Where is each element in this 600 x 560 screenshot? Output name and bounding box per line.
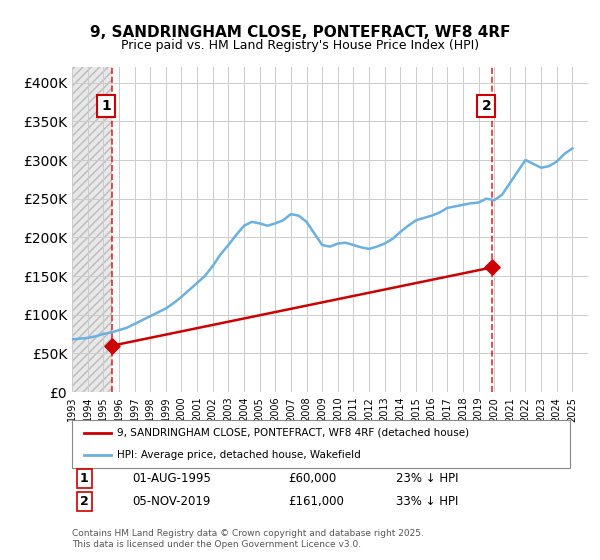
Text: 2: 2 [80, 494, 88, 508]
Text: 23% ↓ HPI: 23% ↓ HPI [396, 472, 458, 486]
Text: 01-AUG-1995: 01-AUG-1995 [132, 472, 211, 486]
Text: 2: 2 [481, 99, 491, 113]
Text: Contains HM Land Registry data © Crown copyright and database right 2025.
This d: Contains HM Land Registry data © Crown c… [72, 529, 424, 549]
Text: £60,000: £60,000 [288, 472, 336, 486]
Text: 9, SANDRINGHAM CLOSE, PONTEFRACT, WF8 4RF: 9, SANDRINGHAM CLOSE, PONTEFRACT, WF8 4R… [90, 25, 510, 40]
Point [107, 341, 117, 350]
Text: Price paid vs. HM Land Registry's House Price Index (HPI): Price paid vs. HM Land Registry's House … [121, 39, 479, 52]
Text: HPI: Average price, detached house, Wakefield: HPI: Average price, detached house, Wake… [117, 450, 361, 460]
Text: 1: 1 [80, 472, 88, 486]
Text: 9, SANDRINGHAM CLOSE, PONTEFRACT, WF8 4RF (detached house): 9, SANDRINGHAM CLOSE, PONTEFRACT, WF8 4R… [117, 428, 469, 438]
Bar [72, 67, 112, 392]
Text: 1: 1 [101, 99, 111, 113]
Point [487, 263, 496, 272]
Text: 05-NOV-2019: 05-NOV-2019 [132, 494, 211, 508]
Text: 33% ↓ HPI: 33% ↓ HPI [396, 494, 458, 508]
Text: £161,000: £161,000 [288, 494, 344, 508]
